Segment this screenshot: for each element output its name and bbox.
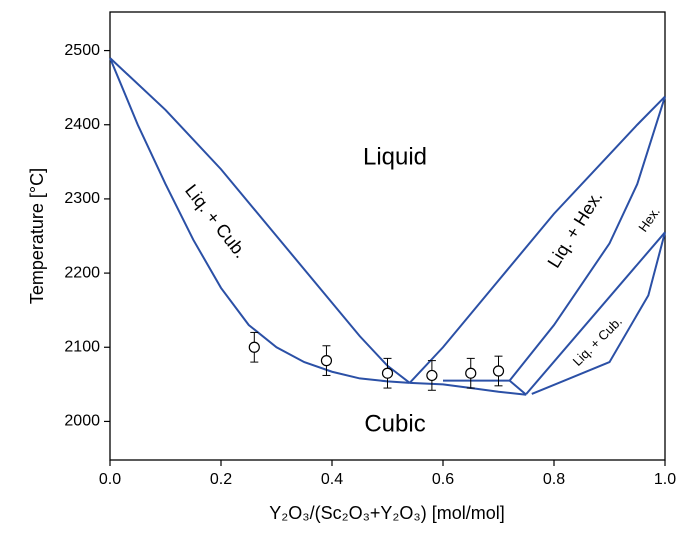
data-point	[381, 367, 394, 379]
x-tick-label: 0.2	[210, 471, 232, 488]
region-label: Cubic	[364, 410, 425, 437]
phase-boundary	[531, 232, 666, 395]
data-point	[320, 355, 333, 367]
x-tick-label: 0.4	[321, 471, 343, 488]
data-point	[426, 369, 438, 382]
phase-boundary	[109, 57, 410, 384]
phase-boundary	[508, 96, 666, 382]
y-tick-label: 2500	[64, 42, 100, 59]
y-tick-label: 2100	[64, 338, 100, 355]
region-label: Liquid	[363, 143, 427, 170]
phase-boundary	[109, 57, 411, 384]
x-tick-label: 0.6	[432, 471, 454, 488]
data-point	[492, 365, 505, 377]
region-label: Liq. + Cub.	[570, 314, 625, 369]
y-axis-title: Temperature [°C]	[27, 168, 47, 304]
region-label: Liq. + Hex.	[544, 187, 607, 271]
y-tick-label: 2400	[64, 116, 100, 133]
data-point	[465, 367, 477, 379]
x-tick-label: 1.0	[654, 471, 676, 488]
x-tick-label: 0.8	[543, 471, 565, 488]
y-tick-label: 2200	[64, 264, 100, 281]
phase-boundary	[409, 381, 527, 396]
phase-boundary	[408, 95, 666, 384]
y-tick-label: 2300	[64, 190, 100, 207]
phase-boundary	[443, 379, 527, 396]
region-label: Hex.	[635, 204, 663, 235]
phase-boundary	[525, 231, 666, 395]
y-tick-label: 2000	[64, 413, 100, 430]
x-axis-title: Y₂O₃/(Sc₂O₃+Y₂O₃) [mol/mol]	[269, 503, 505, 523]
x-tick-label: 0.0	[99, 471, 121, 488]
data-point	[248, 341, 260, 353]
